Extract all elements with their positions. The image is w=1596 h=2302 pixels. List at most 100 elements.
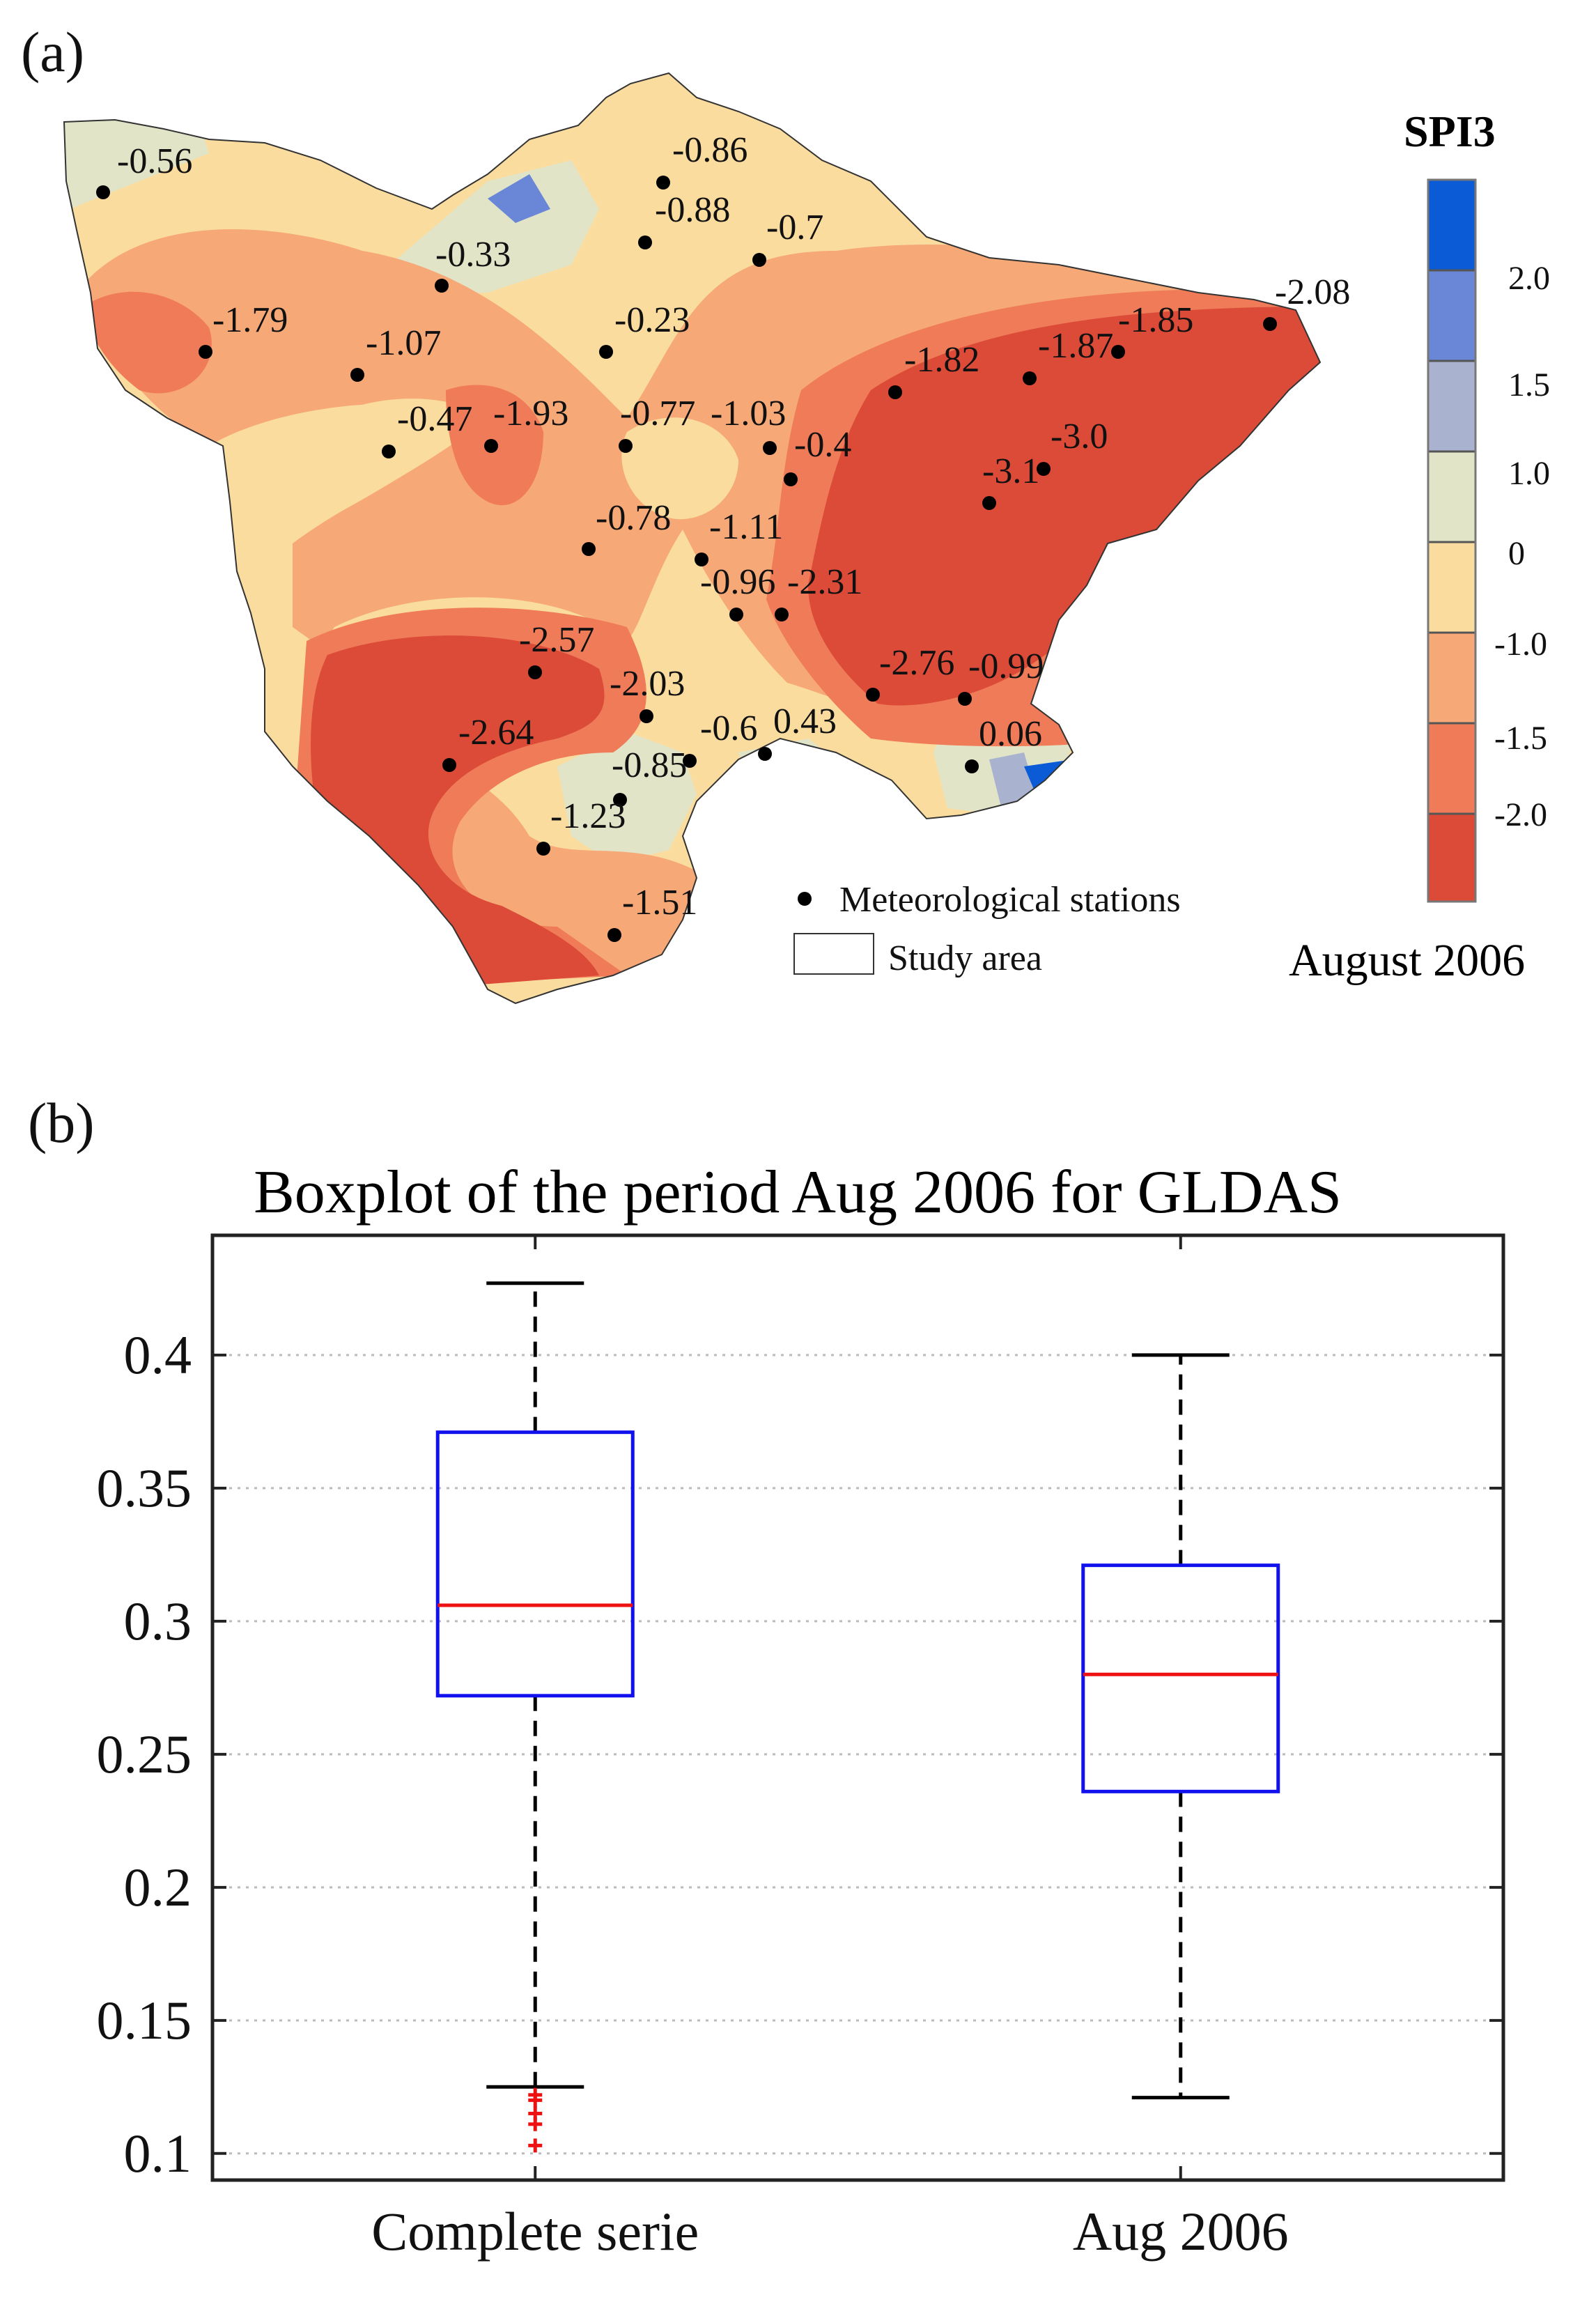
station[interactable]: -0.85 [612,746,687,807]
station[interactable]: -1.87 [1023,326,1113,385]
station-label: -0.85 [612,746,687,785]
station[interactable]: -0.7 [752,208,823,267]
zone-dry-lt2-east [808,307,1320,706]
station[interactable]: -0.77 [619,394,695,453]
station-label: -0.47 [397,399,472,439]
cb-frame [1427,178,1477,903]
x-tick-label: Aug 2006 [1073,2201,1289,2262]
station-label: -2.57 [519,620,594,660]
station[interactable]: -0.23 [599,300,690,359]
station[interactable]: -0.88 [638,190,730,249]
station-label: -2.08 [1275,272,1350,312]
station[interactable]: -0.4 [784,425,851,486]
station-label: -0.7 [766,208,823,247]
station[interactable]: -2.31 [775,562,862,621]
y-tick-label: 0.2 [124,1857,192,1917]
spi3-map: -0.56 -0.86 -0.88 -0.7 -0.33 -1.79 -1.07… [63,72,1550,1004]
station[interactable]: -0.56 [96,141,192,199]
station[interactable]: -1.07 [350,323,441,382]
station[interactable]: -2.03 [610,664,685,723]
station[interactable]: 0.06 [965,714,1042,773]
station[interactable]: -0.78 [582,498,671,556]
station-label: -0.78 [596,498,671,538]
chart-title: Boxplot of the period Aug 2006 for GLDAS [254,1159,1342,1226]
station[interactable]: -1.93 [484,394,568,453]
station-label: -2.64 [458,713,534,752]
study-area-swatch [793,933,874,975]
station-label: -1.79 [212,300,288,340]
panel-b-label: (b) [28,1091,95,1154]
station-label: -0.88 [655,190,730,230]
box-layer [435,1281,1280,2153]
station[interactable]: -2.08 [1263,272,1350,331]
cb-swatch-m2-m15 [1428,723,1475,814]
station-label: -1.07 [366,323,441,363]
station[interactable]: -2.64 [442,713,534,772]
station[interactable]: -2.76 [866,643,954,702]
station-label: -0.99 [968,647,1044,686]
station-label: -0.6 [700,709,757,748]
station-label: -0.86 [672,130,747,170]
box-iqr [435,1430,635,1698]
cb-tick-label: 0 [1508,535,1525,572]
station[interactable]: -2.57 [519,620,594,679]
station-label: -3.1 [982,451,1039,491]
zone-wet-southwest [557,732,697,864]
station[interactable]: -1.03 [711,394,786,455]
station[interactable]: -0.99 [958,647,1044,706]
station-label: -1.87 [1038,326,1113,366]
cb-swatch-gt2 [1428,180,1475,270]
station[interactable]: -1.82 [888,340,979,399]
box-2 [1081,1353,1280,2100]
station-label: -1.51 [622,883,697,922]
y-tick-label: 0.35 [97,1458,192,1518]
station-label: -0.33 [435,235,511,275]
station-label: 0.06 [979,714,1042,754]
station[interactable]: -0.33 [435,235,511,293]
station-label: -2.76 [879,643,954,683]
y-tick-label: 0.1 [124,2123,192,2184]
cb-tick-label: 2.0 [1508,260,1550,297]
station-label: -0.4 [794,425,851,465]
station-label: -1.23 [550,796,626,836]
x-tick-label: Complete serie [371,2201,699,2262]
station-label: -2.03 [610,664,685,704]
colorbar-title: SPI3 [1404,107,1496,156]
station[interactable]: -3.0 [1037,417,1108,476]
station-label: -1.03 [711,394,786,433]
station[interactable]: -1.23 [536,796,626,856]
cb-tick-label: -1.5 [1494,720,1547,757]
y-axis: 0.1 0.15 0.2 0.25 0.3 0.35 0.4 [97,1324,1503,2184]
station[interactable]: -1.11 [695,507,783,566]
box-iqr [1081,1563,1280,1793]
box-1 [435,1281,635,2153]
station-label: -0.23 [614,300,690,340]
outlier-marker [528,2117,543,2131]
cb-swatch-1-15 [1428,361,1475,451]
station-label: -3.0 [1051,417,1108,456]
zone-wet-nw [64,111,209,209]
station[interactable]: -1.85 [1111,300,1193,359]
y-tick-label: 0.4 [124,1324,192,1385]
station[interactable]: -0.6 [683,709,757,768]
station-layer: -0.56 -0.86 -0.88 -0.7 -0.33 -1.79 -1.07… [96,130,1350,942]
cb-tick-label: -1.0 [1494,626,1547,663]
outlier-marker [528,2093,543,2108]
panel-a-label: (a) [21,20,85,84]
outlier-marker [528,2138,543,2153]
station[interactable]: -0.86 [656,130,747,190]
legend-stations-label: Meteorological stations [839,880,1181,920]
colorbar: SPI3 2.0 1.5 1.0 0 -1.0 -1.5 -2.0 August… [1289,107,1550,986]
station[interactable]: -1.51 [607,883,697,942]
station[interactable]: -1.79 [199,300,288,359]
station[interactable]: -0.96 [700,562,775,621]
station[interactable]: 0.43 [758,702,837,761]
map-legend: Meteorological stations Study area [793,880,1181,978]
zone-dry-m15-nw [84,291,212,394]
y-tick-label: 0.25 [97,1724,192,1784]
zone-pocket-center [621,417,738,520]
grid-layer [212,1354,1503,2155]
x-axis: Complete serie Aug 2006 [371,1235,1289,2262]
station[interactable]: -3.1 [982,451,1039,510]
station[interactable]: -0.47 [382,399,472,458]
